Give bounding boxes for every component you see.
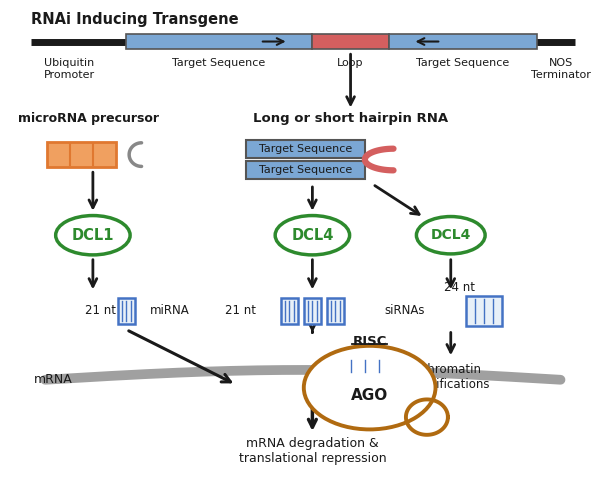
- Text: 24 nt: 24 nt: [444, 281, 475, 294]
- Text: Target Sequence: Target Sequence: [259, 144, 352, 154]
- Text: NOS
Terminator: NOS Terminator: [530, 58, 590, 80]
- FancyBboxPatch shape: [327, 298, 344, 324]
- Text: Ubiquitin
Promoter: Ubiquitin Promoter: [43, 58, 95, 80]
- FancyBboxPatch shape: [245, 140, 365, 158]
- Text: DCL1: DCL1: [71, 228, 114, 243]
- FancyBboxPatch shape: [126, 34, 313, 49]
- Ellipse shape: [304, 346, 436, 429]
- Text: siRNAs: siRNAs: [384, 305, 424, 318]
- FancyBboxPatch shape: [313, 34, 389, 49]
- Ellipse shape: [416, 217, 485, 254]
- Text: mRNA: mRNA: [34, 373, 73, 386]
- Text: Loop: Loop: [337, 58, 364, 68]
- FancyBboxPatch shape: [118, 298, 135, 324]
- Text: Long or short hairpin RNA: Long or short hairpin RNA: [253, 112, 448, 125]
- Text: AGO: AGO: [351, 388, 388, 403]
- FancyBboxPatch shape: [389, 34, 536, 49]
- Text: Chromatin
modifications: Chromatin modifications: [411, 363, 491, 391]
- Text: microRNA precursor: microRNA precursor: [17, 112, 158, 125]
- FancyBboxPatch shape: [281, 298, 298, 324]
- FancyBboxPatch shape: [245, 162, 365, 179]
- FancyBboxPatch shape: [304, 298, 321, 324]
- Text: DCL4: DCL4: [291, 228, 334, 243]
- Text: DCL4: DCL4: [431, 228, 471, 242]
- Text: 21 nt: 21 nt: [224, 305, 256, 318]
- Text: RISC: RISC: [352, 334, 387, 347]
- Ellipse shape: [56, 216, 130, 255]
- Text: 21 nt: 21 nt: [85, 305, 116, 318]
- Text: RNAi Inducing Transgene: RNAi Inducing Transgene: [31, 12, 238, 27]
- Text: mRNA degradation &
translational repression: mRNA degradation & translational repress…: [239, 437, 386, 465]
- Ellipse shape: [275, 216, 350, 255]
- Text: miRNA: miRNA: [150, 305, 190, 318]
- Text: Target Sequence: Target Sequence: [172, 58, 265, 68]
- FancyBboxPatch shape: [336, 357, 394, 375]
- Text: Target Sequence: Target Sequence: [416, 58, 509, 68]
- Text: Target Sequence: Target Sequence: [259, 166, 352, 175]
- FancyBboxPatch shape: [47, 142, 116, 167]
- FancyBboxPatch shape: [466, 296, 502, 326]
